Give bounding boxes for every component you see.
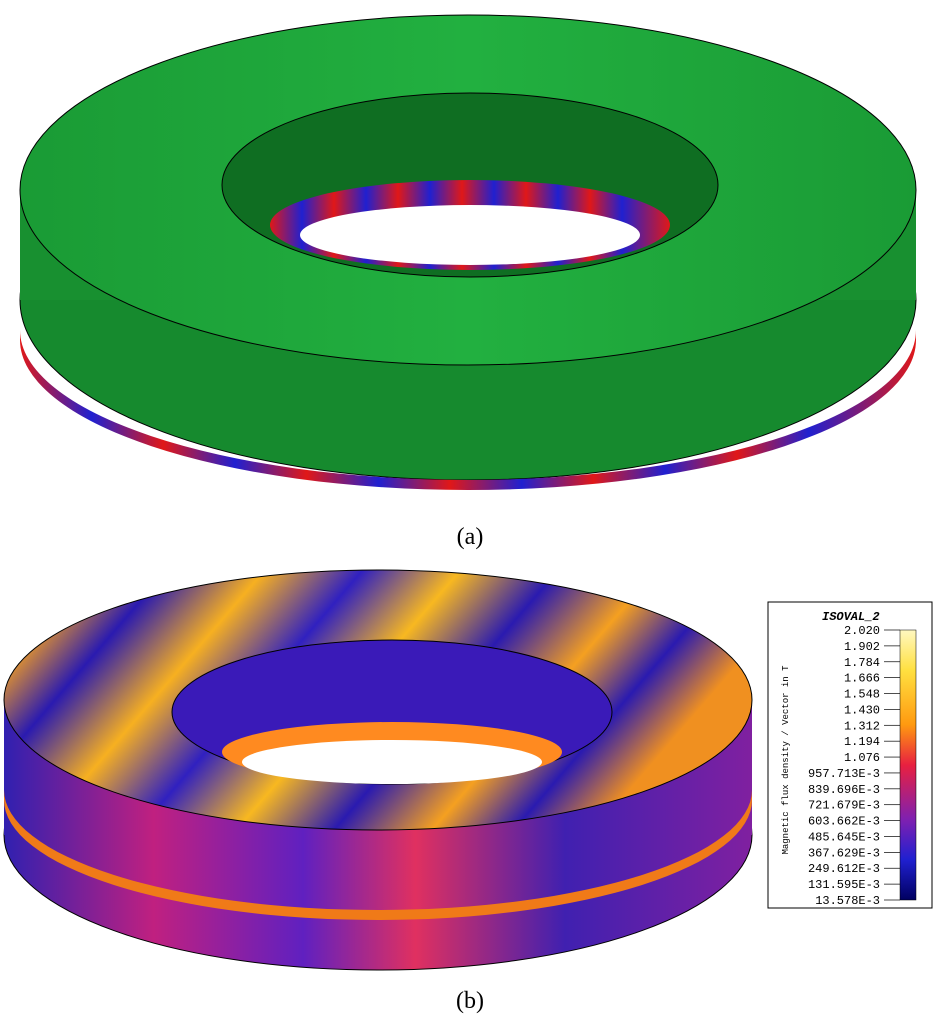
legend-label: 603.662E-3 [808, 815, 880, 829]
legend-label: 485.645E-3 [808, 830, 880, 844]
legend-label: 1.902 [844, 640, 880, 654]
caption-b: (b) [456, 988, 484, 1014]
legend-label: 721.679E-3 [808, 799, 880, 813]
legend-label: 13.578E-3 [815, 894, 880, 908]
ring-b [3, 569, 753, 971]
ring-a [19, 14, 917, 490]
legend-label: 1.784 [844, 656, 880, 670]
legend-label: 249.612E-3 [808, 862, 880, 876]
legend-axis-label: Magnetic flux density / Vector in T [781, 665, 791, 855]
legend-label: 1.548 [844, 688, 880, 702]
legend-label: 1.076 [844, 751, 880, 765]
legend-label: 131.595E-3 [808, 878, 880, 892]
caption-a: (a) [457, 524, 484, 550]
legend-label: 1.312 [844, 719, 880, 733]
legend-label: 2.020 [844, 624, 880, 638]
legend-label: 1.666 [844, 672, 880, 686]
legend-label: 957.713E-3 [808, 767, 880, 781]
legend-label: 1.430 [844, 703, 880, 717]
legend-title: ISOVAL_2 [822, 610, 880, 624]
legend-label: 1.194 [844, 735, 880, 749]
legend-label: 839.696E-3 [808, 783, 880, 797]
legend-label: 367.629E-3 [808, 846, 880, 860]
legend: ISOVAL_2 Magnetic flux density / Vector … [767, 601, 933, 909]
